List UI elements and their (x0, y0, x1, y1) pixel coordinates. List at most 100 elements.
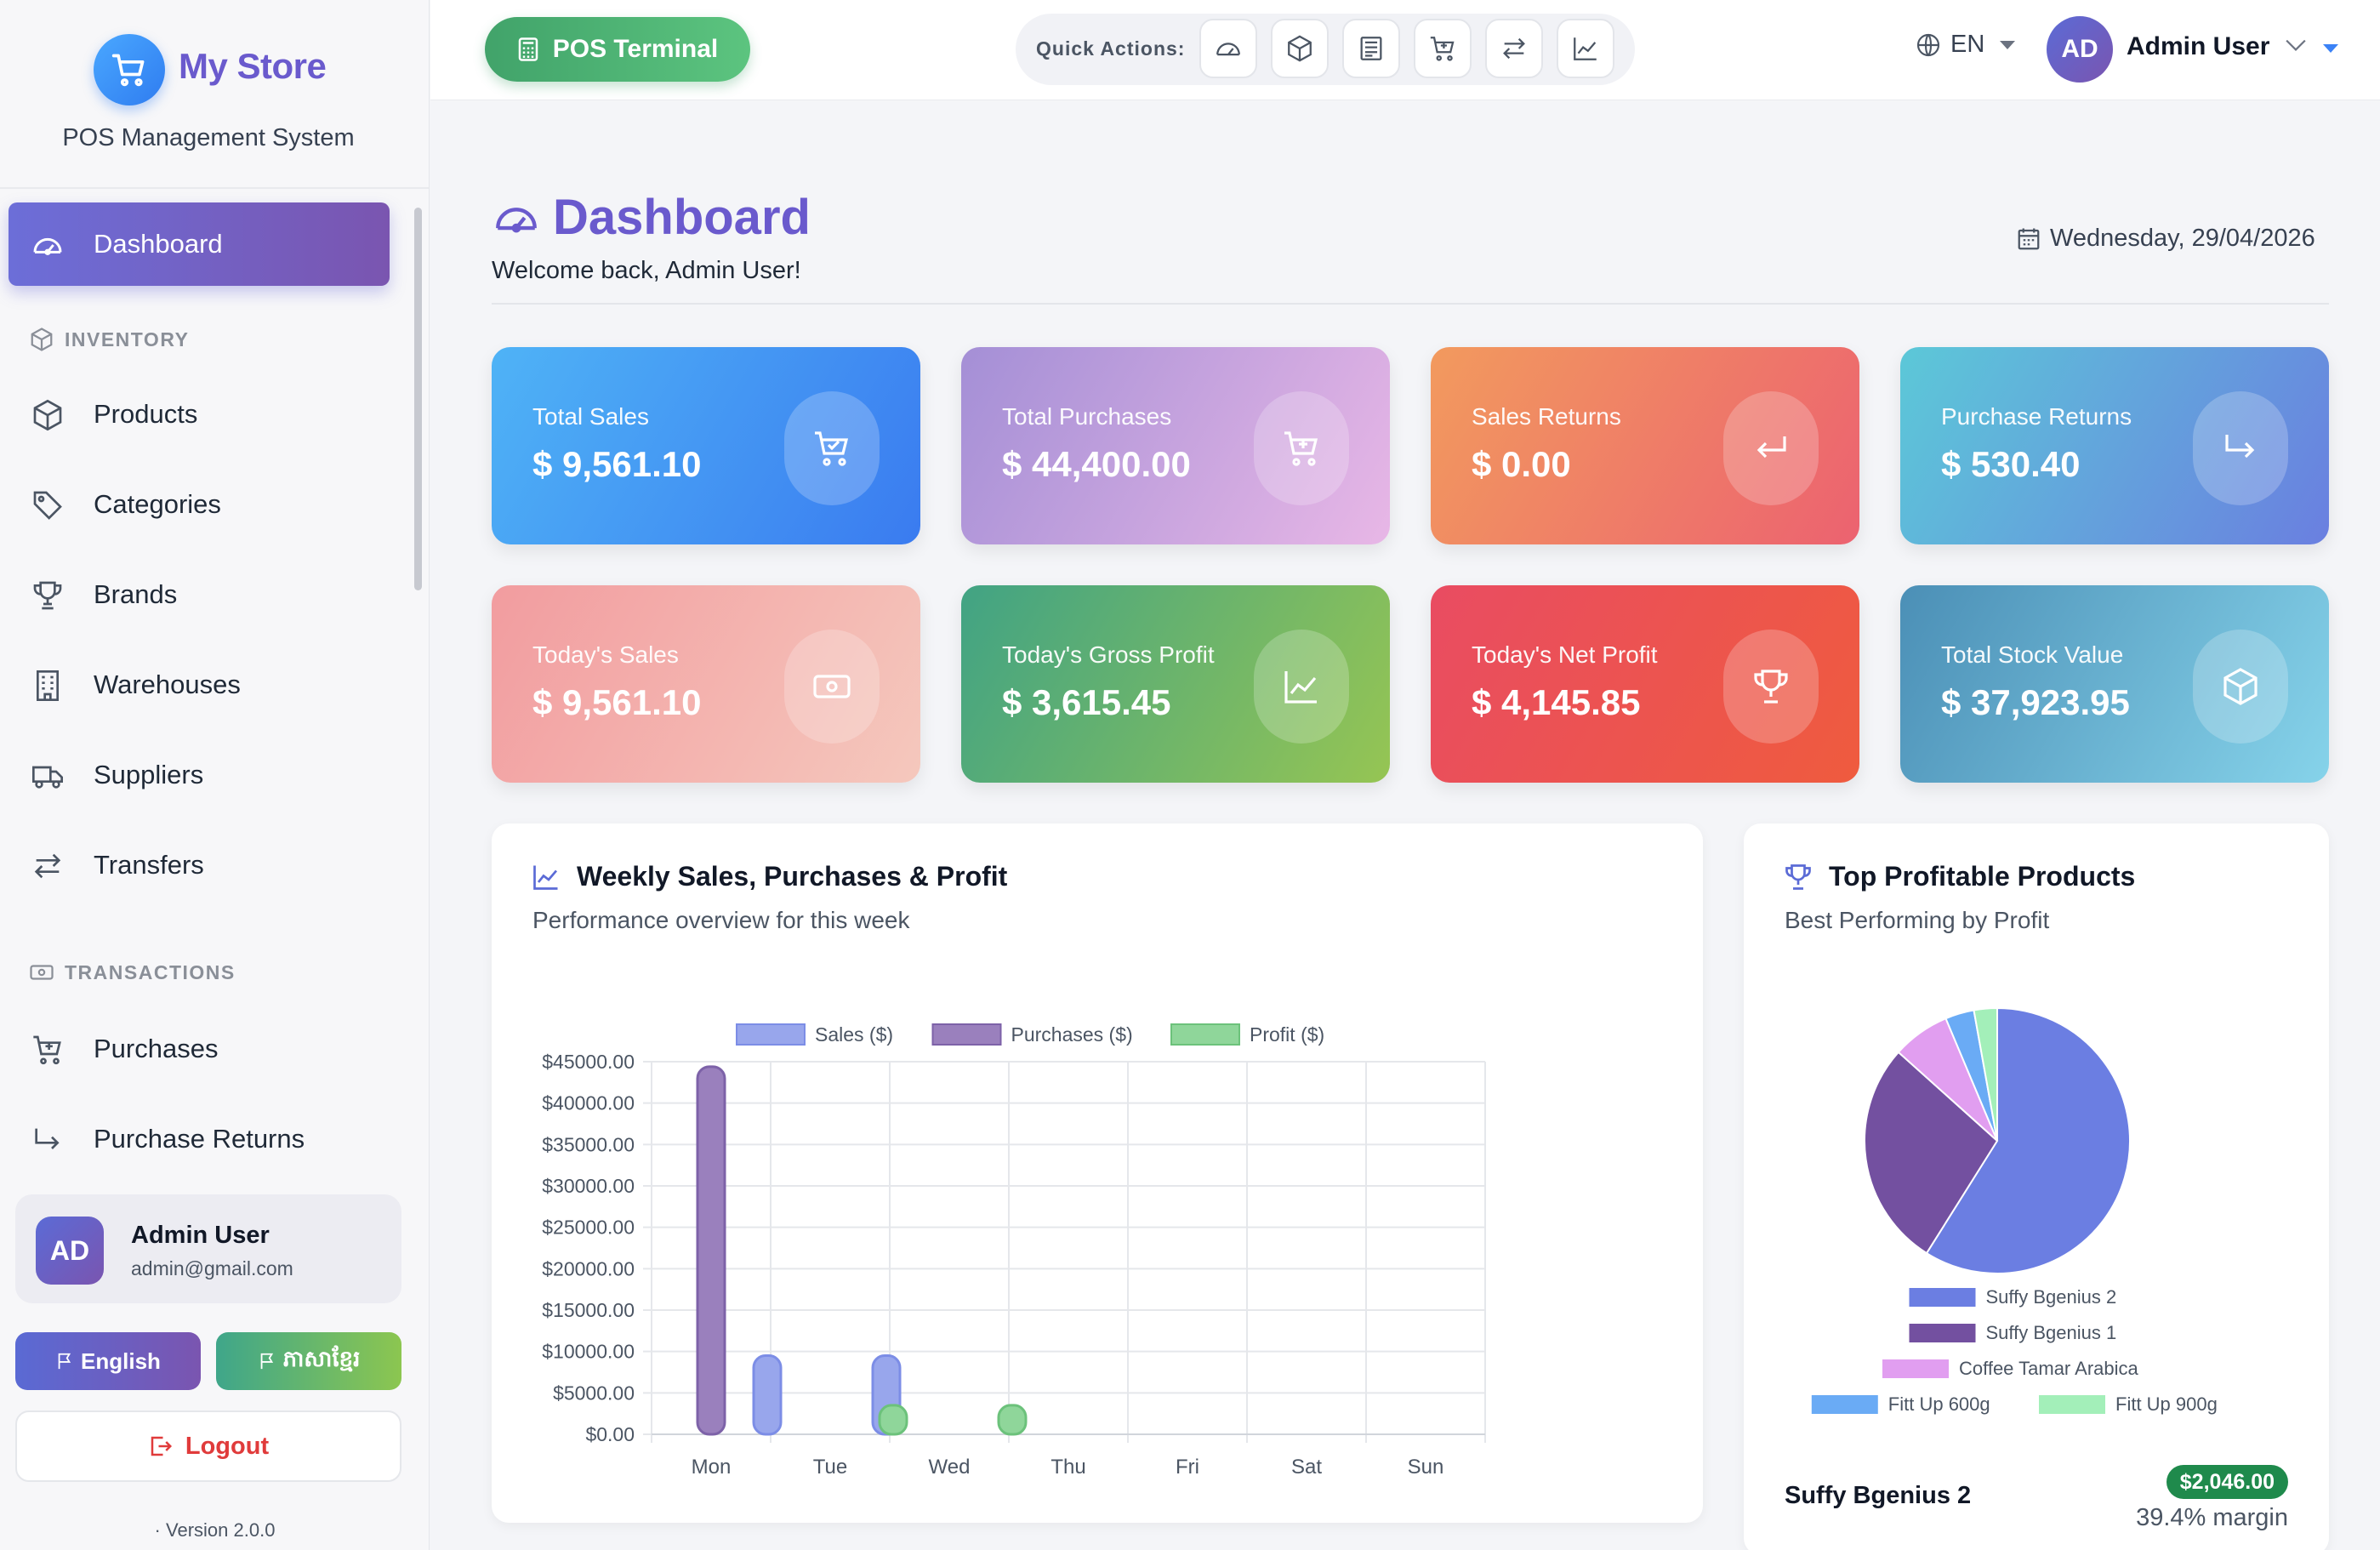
y-tick-label: $35000.00 (542, 1133, 635, 1155)
top-products-subtitle: Best Performing by Profit (1785, 907, 2050, 933)
sidebar-nav: Dashboard INVENTORY Products Categories … (0, 189, 412, 1171)
stat-card-today-s-net-profit[interactable]: Today's Net Profit $ 4,145.85 (1431, 585, 1859, 783)
stat-card-purchase-returns[interactable]: Purchase Returns $ 530.40 (1900, 347, 2329, 544)
bar-profit (878, 1404, 908, 1436)
sidebar-item-products[interactable]: Products (9, 373, 390, 456)
return-icon (1723, 391, 1819, 505)
stat-card-today-s-sales[interactable]: Today's Sales $ 9,561.10 (492, 585, 920, 783)
version-label: · Version 2.0.0 (154, 1519, 276, 1541)
legend-label: Suffy Bgenius 1 (1986, 1322, 2117, 1343)
truck-icon (32, 766, 63, 789)
profit-pie-chart: Suffy Bgenius 2 Suffy Bgenius 1 Coffee Tam… (1811, 1006, 2218, 1415)
legend-label: Fitt Up 600g (1888, 1393, 1990, 1415)
sidebar-item-transfers[interactable]: Transfers (9, 823, 390, 907)
x-tick-label: Fri (1176, 1456, 1199, 1479)
stat-value: $ 530.40 (1941, 444, 2081, 484)
stat-card-total-purchases[interactable]: Total Purchases $ 44,400.00 (961, 347, 1390, 544)
stat-label: Sales Returns (1472, 403, 1621, 430)
legend-label: Suffy Bgenius 2 (1986, 1286, 2117, 1308)
bar-sales (752, 1354, 783, 1436)
stat-value: $ 37,923.95 (1941, 682, 2130, 722)
dashboard-icon (1216, 43, 1240, 56)
y-tick-label: $45000.00 (542, 1051, 635, 1073)
sidebar-item-warehouses[interactable]: Warehouses (9, 643, 390, 727)
cash-icon (30, 965, 54, 980)
report-icon (1360, 37, 1382, 60)
top-bar: POS Terminal Quick Actions: EN AD Admin … (430, 0, 2380, 100)
user-menu-caret-icon[interactable] (2323, 44, 2338, 53)
top-user-name[interactable]: Admin User (2127, 32, 2270, 60)
sidebar-item-categories[interactable]: Categories (9, 463, 390, 546)
calendar-icon (2018, 228, 2040, 249)
top-product-name: Suffy Bgenius 2 (1785, 1482, 1972, 1509)
chevron-down-icon[interactable] (2285, 37, 2307, 53)
avatar: AD (36, 1217, 104, 1285)
stat-value: $ 9,561.10 (532, 444, 702, 484)
sidebar-user-card[interactable]: AD Admin User admin@gmail.com (15, 1194, 401, 1303)
dashboard-icon (33, 237, 62, 255)
quick-reports-button[interactable] (1342, 19, 1400, 78)
khmer-button[interactable]: ភាសាខ្មែរ (216, 1332, 401, 1390)
page-title: Dashboard (492, 189, 811, 246)
english-button[interactable]: English (15, 1332, 201, 1390)
legend-swatch (1170, 1023, 1240, 1046)
x-tick-label: Sat (1291, 1456, 1322, 1479)
sidebar-item-purchase-returns[interactable]: Purchase Returns (9, 1097, 390, 1171)
calculator-icon (518, 37, 538, 61)
y-tick-label: $30000.00 (542, 1175, 635, 1197)
cart-plus-icon (1430, 37, 1455, 61)
stat-card-sales-returns[interactable]: Sales Returns $ 0.00 (1431, 347, 1859, 544)
pie-slice (1925, 1006, 2131, 1274)
cash-icon (784, 630, 880, 744)
legend-label: Profit ($) (1250, 1023, 1324, 1046)
chevron-down-icon (2000, 40, 2016, 49)
stat-label: Total Purchases (1002, 403, 1172, 430)
logout-button[interactable]: Logout (15, 1410, 401, 1482)
y-tick-label: $10000.00 (542, 1341, 635, 1363)
quick-products-button[interactable] (1271, 19, 1329, 78)
stat-label: Today's Net Profit (1472, 641, 1658, 668)
box-icon (31, 328, 53, 351)
legend-swatch (1909, 1288, 1976, 1307)
brand-name[interactable]: My Store (179, 46, 327, 86)
trophy-icon (33, 581, 62, 610)
stat-value: $ 44,400.00 (1002, 444, 1191, 484)
sidebar-item-label: Dashboard (94, 229, 223, 259)
stat-card-total-sales[interactable]: Total Sales $ 9,561.10 (492, 347, 920, 544)
language-selector[interactable]: EN (1915, 31, 2016, 59)
chart-line-icon (533, 865, 558, 890)
user-email: admin@gmail.com (131, 1257, 293, 1279)
y-tick-label: $20000.00 (542, 1257, 635, 1279)
stat-label: Total Sales (532, 403, 649, 430)
x-tick-label: Tue (813, 1456, 847, 1479)
legend-swatch (2039, 1395, 2105, 1414)
forward-icon (2193, 391, 2288, 505)
sidebar-item-dashboard[interactable]: Dashboard (9, 202, 390, 286)
sidebar-item-purchases[interactable]: Purchases (9, 1007, 390, 1091)
sidebar-item-suppliers[interactable]: Suppliers (9, 733, 390, 817)
top-products-title: Top Profitable Products (1783, 861, 2135, 892)
quick-purchase-button[interactable] (1414, 19, 1472, 78)
legend-swatch (736, 1023, 806, 1046)
sidebar-item-label: Purchase Returns (94, 1124, 305, 1154)
store-logo-icon[interactable] (94, 34, 165, 105)
sidebar-scrollbar[interactable] (414, 208, 422, 590)
quick-transfer-button[interactable] (1485, 19, 1543, 78)
legend-label: Sales ($) (815, 1023, 893, 1046)
legend-swatch (931, 1023, 1002, 1046)
y-tick-label: $5000.00 (553, 1382, 635, 1404)
legend-label: Fitt Up 900g (2115, 1393, 2218, 1415)
sidebar-item-label: Purchases (94, 1034, 219, 1063)
pos-terminal-button[interactable]: POS Terminal (485, 17, 750, 82)
cart-plus-icon (33, 1035, 61, 1065)
sidebar-item-brands[interactable]: Brands (9, 553, 390, 636)
quick-chart-button[interactable] (1557, 19, 1614, 78)
cart-check-icon (784, 391, 880, 505)
avatar[interactable]: AD (2047, 16, 2113, 83)
stat-value: $ 9,561.10 (532, 682, 702, 722)
y-tick-label: $15000.00 (542, 1299, 635, 1321)
quick-dashboard-button[interactable] (1199, 19, 1257, 78)
stat-card-today-s-gross-profit[interactable]: Today's Gross Profit $ 3,615.45 (961, 585, 1390, 783)
stat-card-total-stock-value[interactable]: Total Stock Value $ 37,923.95 (1900, 585, 2329, 783)
box-icon (33, 399, 62, 431)
